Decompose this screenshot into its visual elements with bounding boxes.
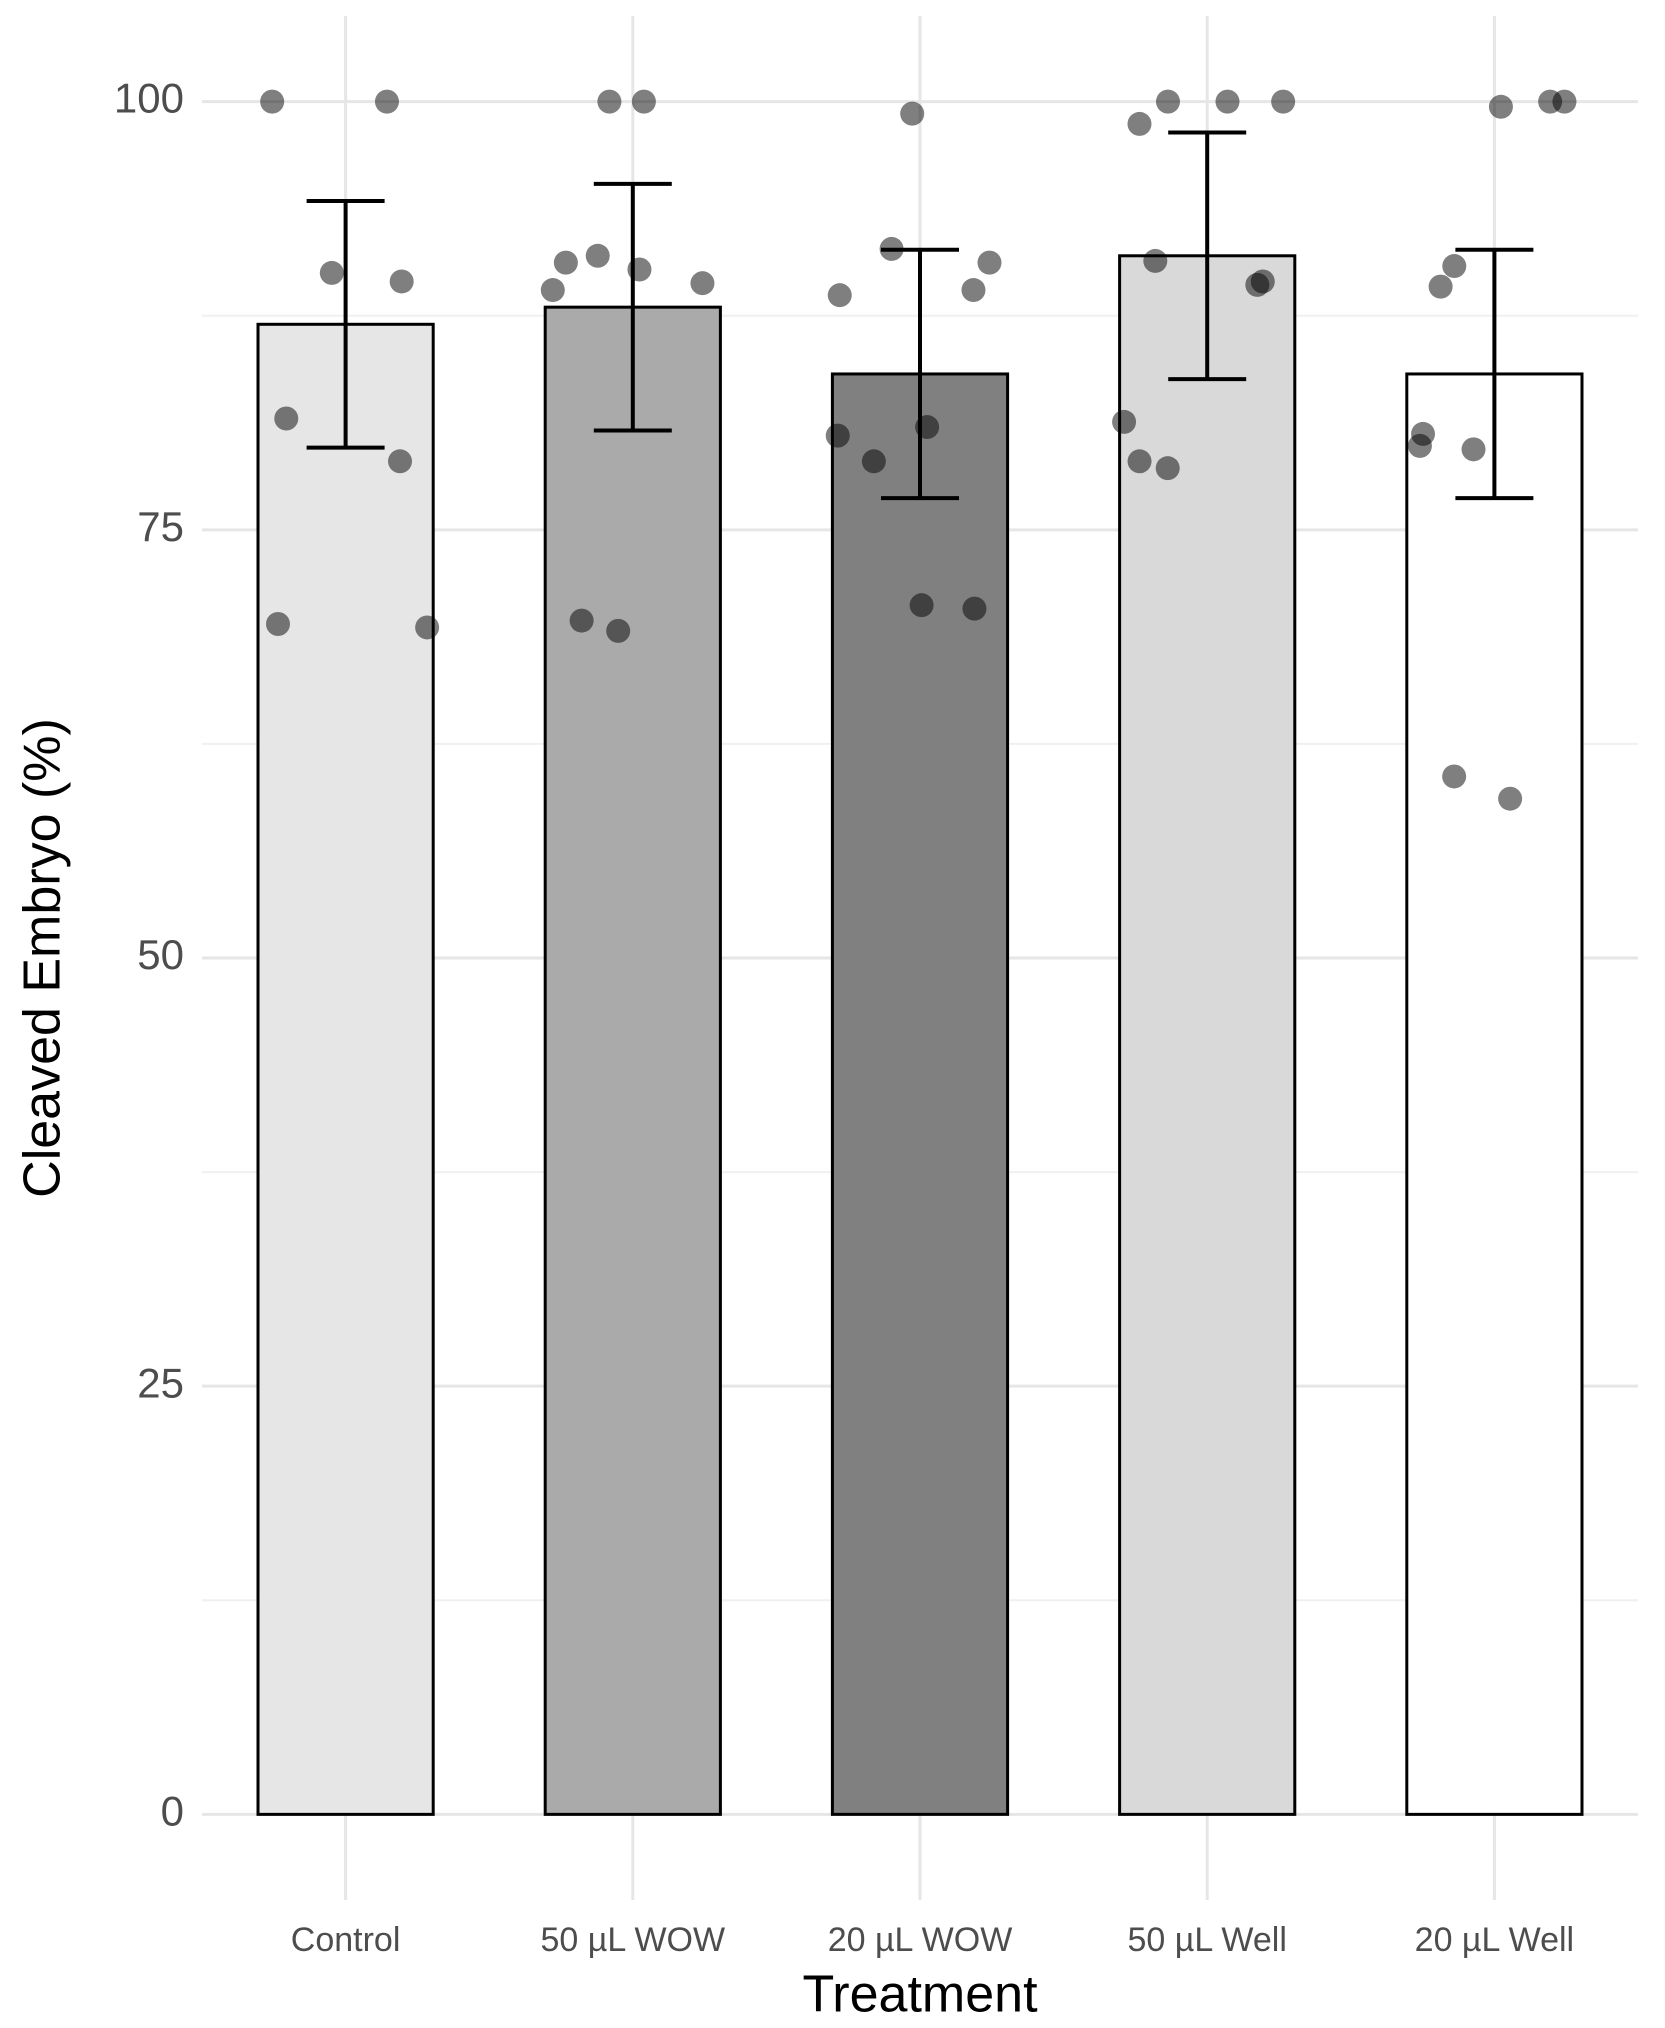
data-point <box>1155 456 1180 481</box>
data-point <box>415 615 440 640</box>
data-point <box>1271 89 1296 114</box>
data-point <box>1127 111 1152 136</box>
bar <box>830 372 1010 1816</box>
y-tick-label: 0 <box>161 1787 184 1834</box>
data-point <box>1245 272 1270 297</box>
error-bar <box>881 247 959 501</box>
data-point <box>961 278 986 303</box>
error-bar <box>1168 130 1247 382</box>
data-point <box>265 612 290 637</box>
data-point <box>1552 89 1577 114</box>
data-point <box>260 89 285 114</box>
data-point <box>540 278 565 303</box>
data-point <box>1215 89 1240 114</box>
y-tick-label: 100 <box>114 75 184 122</box>
data-point <box>1112 409 1137 434</box>
x-tick-label: 20 µL Well <box>1415 1921 1574 1959</box>
data-point <box>569 608 594 633</box>
bar <box>543 305 722 1816</box>
data-point <box>374 89 399 114</box>
data-point <box>1488 94 1513 119</box>
data-point <box>900 101 925 126</box>
data-point <box>1407 433 1432 458</box>
data-point <box>389 269 414 294</box>
y-axis-title: Cleaved Embryo (%) <box>14 718 72 1198</box>
x-tick-label: 50 µL Well <box>1127 1921 1286 1959</box>
data-point <box>1461 437 1486 462</box>
data-point <box>1442 764 1467 789</box>
x-tick-label: 50 µL WOW <box>541 1921 726 1959</box>
data-point <box>274 406 299 431</box>
bar <box>256 322 435 1816</box>
data-point <box>388 449 413 474</box>
x-tick-label: 20 µL WOW <box>828 1921 1013 1959</box>
data-point <box>553 250 578 275</box>
data-point <box>977 250 1002 275</box>
data-point <box>690 271 715 296</box>
y-tick-label: 50 <box>137 931 184 978</box>
data-point <box>825 423 850 448</box>
data-point <box>827 283 852 308</box>
data-point <box>319 260 344 285</box>
x-tick-label: Control <box>291 1921 401 1959</box>
data-point <box>606 618 631 643</box>
data-point <box>1442 254 1467 279</box>
data-point <box>861 449 886 474</box>
data-point <box>631 89 656 114</box>
bar <box>1118 254 1297 1816</box>
data-point <box>597 89 622 114</box>
error-bar <box>1455 247 1534 501</box>
y-tick-label: 25 <box>137 1359 184 1406</box>
y-tick-label: 75 <box>137 503 184 550</box>
data-point <box>585 243 610 268</box>
data-point <box>1498 786 1523 811</box>
error-bar <box>593 181 672 433</box>
data-point <box>1143 248 1168 273</box>
data-point <box>1127 449 1152 474</box>
error-bar <box>306 198 385 450</box>
data-point <box>1155 89 1180 114</box>
data-point <box>909 593 934 618</box>
x-axis-title: Treatment <box>802 1966 1038 2024</box>
bar <box>1405 372 1584 1816</box>
data-point <box>1428 274 1453 299</box>
data-point <box>962 596 987 621</box>
